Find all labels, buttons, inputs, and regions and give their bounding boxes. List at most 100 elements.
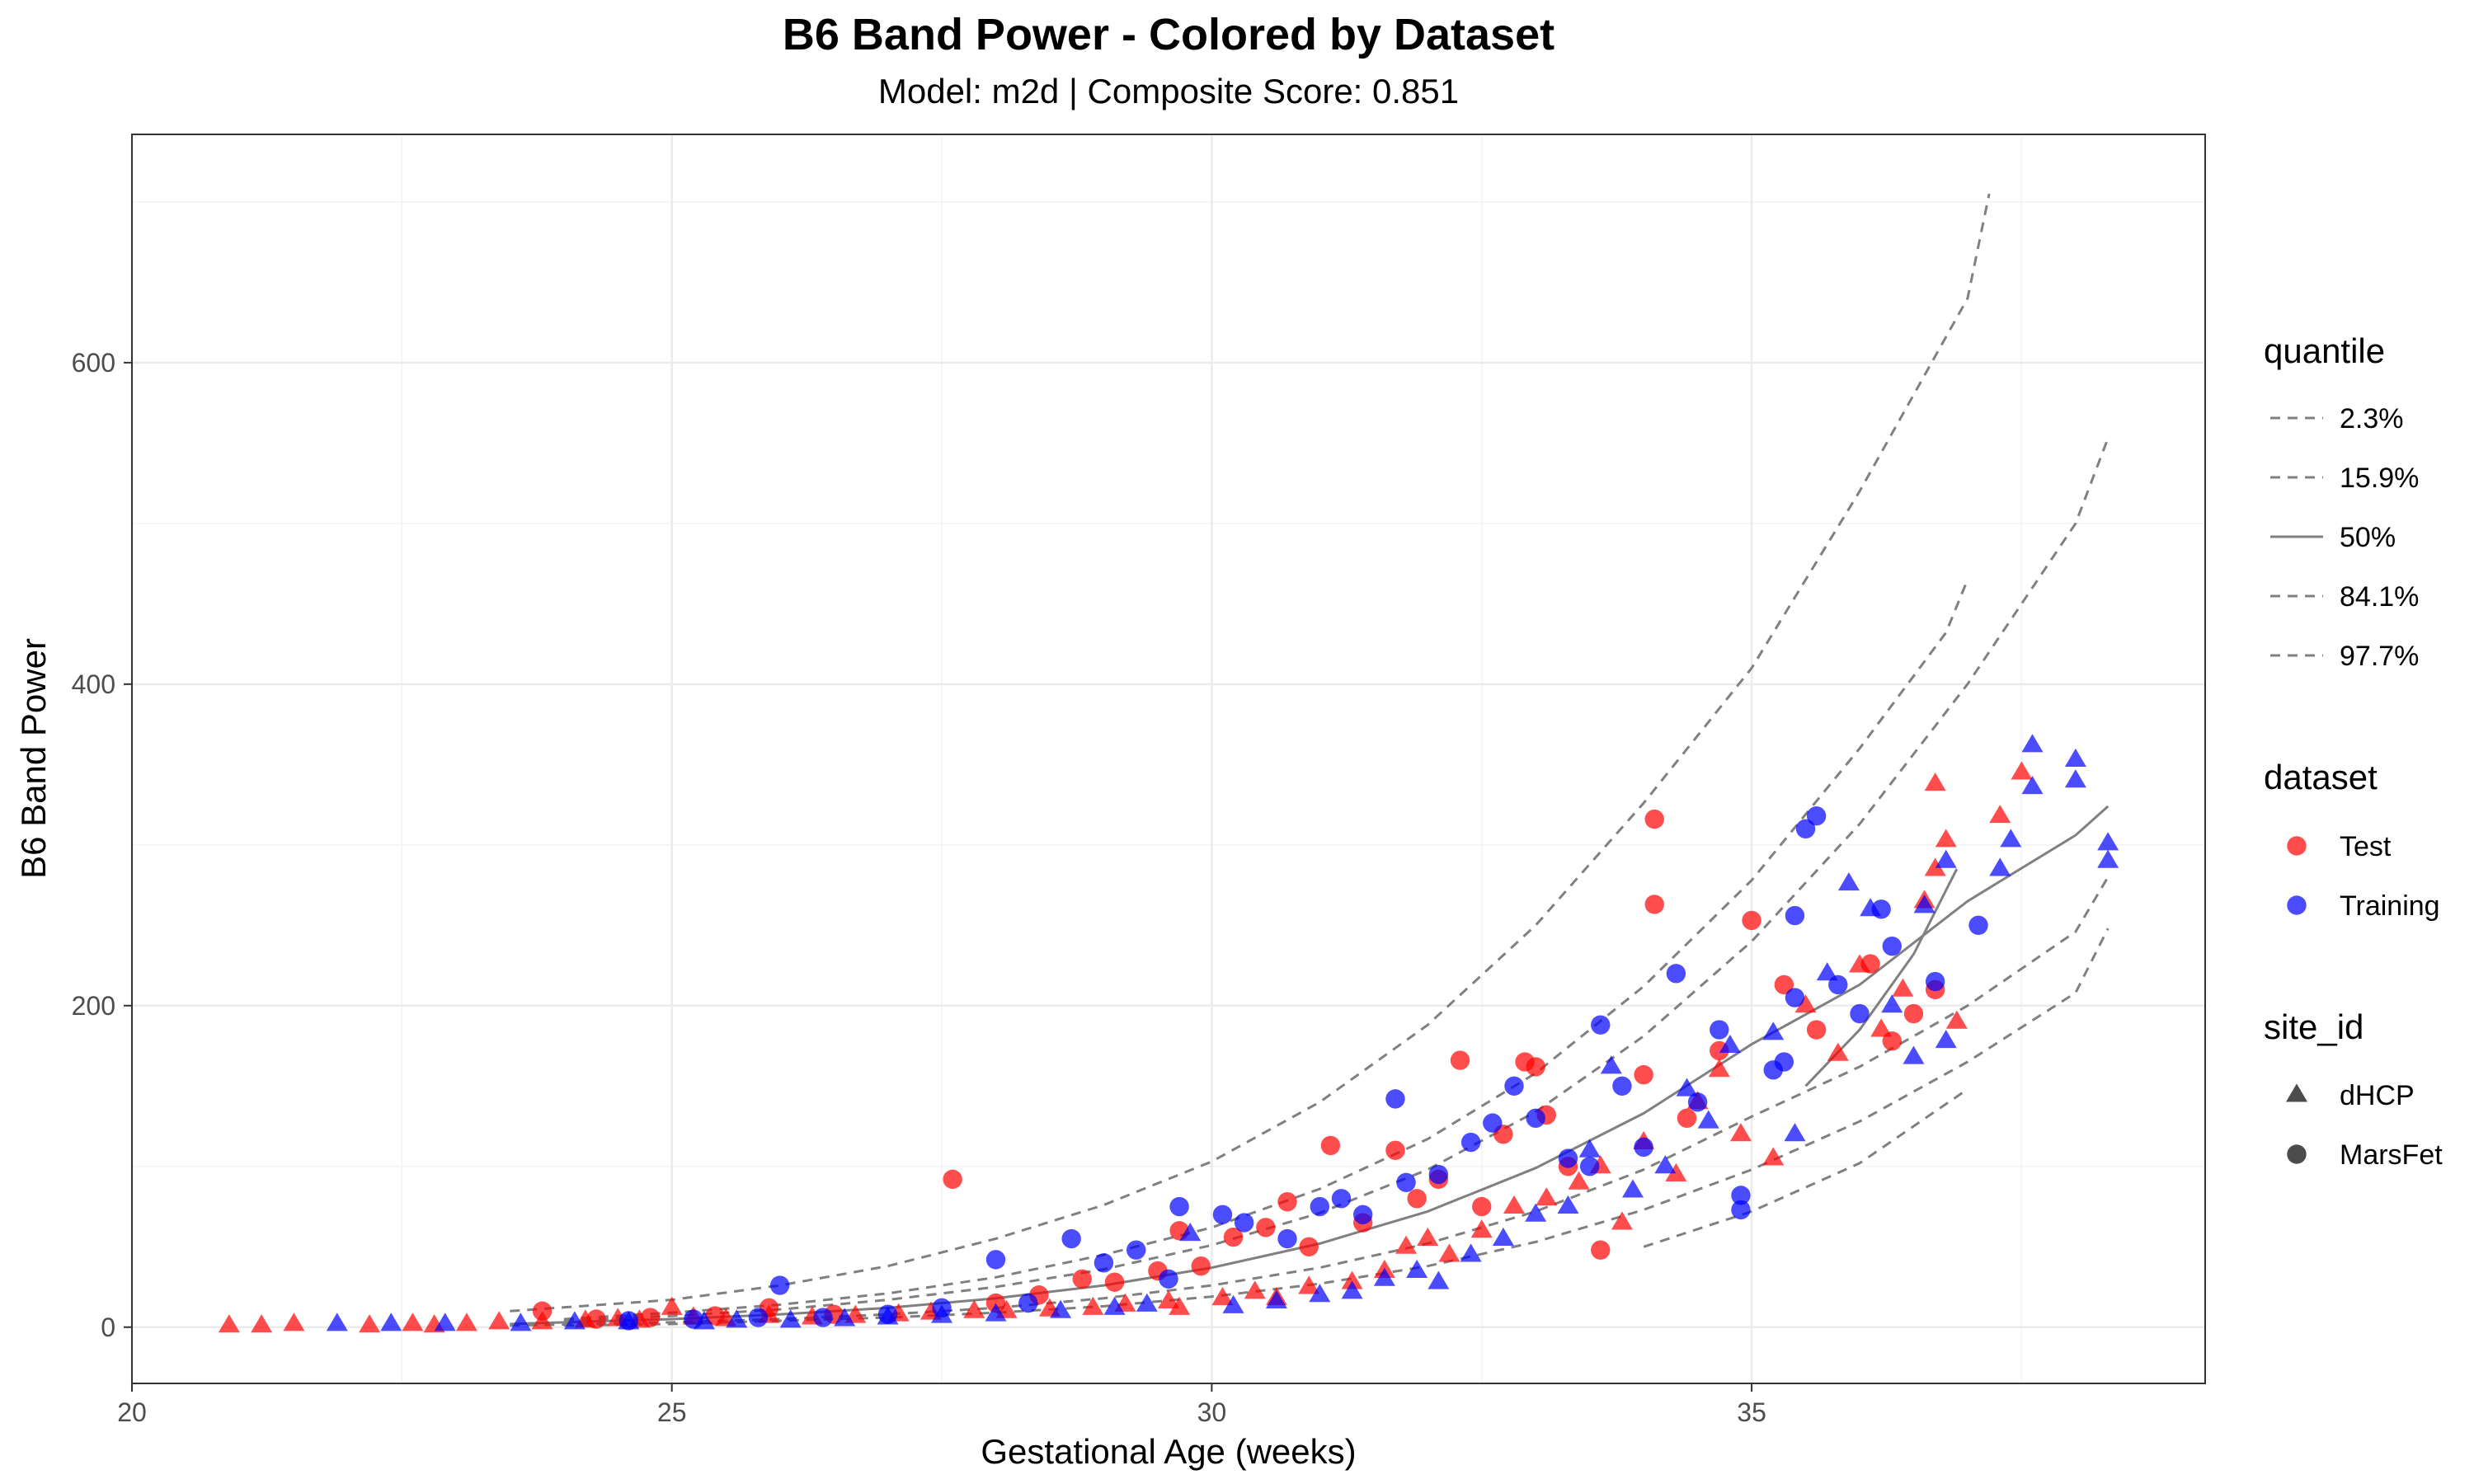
- x-axis-ticks: 20 25 30 35: [117, 1383, 1766, 1427]
- y-tick-label: 200: [72, 991, 115, 1021]
- data-point: [1309, 1284, 1331, 1303]
- series-test-marsfet: [532, 809, 1945, 1329]
- legend-label: 97.7%: [2340, 641, 2419, 672]
- data-point: [1708, 1059, 1730, 1078]
- data-point: [1427, 1270, 1450, 1289]
- data-point: [1871, 899, 1891, 919]
- data-point: [1460, 1132, 1481, 1153]
- legend-title-site: site_id: [2264, 1007, 2363, 1046]
- data-point: [1634, 1137, 1653, 1158]
- data-points: [218, 734, 2119, 1333]
- y-tick-label: 400: [72, 669, 115, 699]
- data-point: [1483, 1113, 1503, 1133]
- data-point: [1935, 849, 1957, 868]
- data-point: [283, 1313, 305, 1331]
- data-point: [380, 1313, 402, 1331]
- quantile-curve-15-9pct: [510, 876, 2109, 1327]
- legend-label: 50%: [2340, 522, 2396, 553]
- data-point: [1277, 1228, 1297, 1249]
- data-point: [1244, 1280, 1266, 1299]
- data-point: [1407, 1189, 1427, 1209]
- data-point: [1525, 1203, 1547, 1222]
- data-point: [1396, 1172, 1416, 1192]
- data-point: [1816, 962, 1838, 981]
- data-point: [1774, 1052, 1794, 1072]
- data-point: [1697, 1110, 1719, 1129]
- data-point: [2011, 761, 2033, 780]
- data-point: [1104, 1272, 1125, 1292]
- data-point: [1265, 1289, 1287, 1309]
- data-point: [1277, 1191, 1297, 1212]
- data-point: [1654, 1155, 1677, 1174]
- legend-label: 2.3%: [2340, 403, 2404, 434]
- legend-label: Training: [2340, 890, 2440, 922]
- data-point: [2097, 832, 2119, 851]
- data-point: [684, 1309, 703, 1329]
- data-point: [1103, 1296, 1126, 1315]
- plot-panel: [130, 134, 2206, 1384]
- data-point: [1591, 1015, 1611, 1035]
- data-point: [1018, 1293, 1038, 1313]
- data-point: [1212, 1205, 1233, 1224]
- data-point: [705, 1306, 725, 1326]
- data-point: [618, 1311, 639, 1331]
- legend-label: MarsFet: [2340, 1139, 2443, 1171]
- data-point: [1557, 1195, 1579, 1214]
- data-point: [1470, 1219, 1493, 1238]
- legend-title-dataset: dataset: [2264, 758, 2378, 796]
- data-point: [943, 1169, 962, 1190]
- data-point: [748, 1308, 769, 1327]
- data-point: [2021, 775, 2044, 795]
- x-axis-title: Gestational Age (weeks): [981, 1432, 1356, 1471]
- data-point: [1677, 1108, 1697, 1128]
- data-point: [1159, 1269, 1178, 1289]
- y-tick-label: 600: [72, 348, 115, 378]
- chart-title: B6 Band Power - Colored by Dataset: [783, 10, 1554, 59]
- data-point: [1731, 1186, 1751, 1205]
- data-point: [1179, 1223, 1202, 1242]
- data-point: [1784, 1123, 1806, 1142]
- data-point: [1526, 1057, 1545, 1077]
- data-point: [1785, 988, 1805, 1007]
- data-point: [834, 1308, 856, 1327]
- data-point: [1634, 1064, 1653, 1085]
- data-point: [488, 1311, 510, 1330]
- data-point: [2064, 769, 2086, 788]
- data-point: [1395, 1235, 1418, 1254]
- y-axis-ticks: 0 200 400 600: [72, 348, 132, 1342]
- series-test-dhcp: [218, 761, 2033, 1333]
- data-point: [1989, 805, 2011, 824]
- data-point: [1568, 1171, 1590, 1190]
- data-point: [1666, 964, 1686, 984]
- data-point: [1417, 1227, 1439, 1246]
- data-point: [1860, 954, 1880, 974]
- data-point: [1136, 1293, 1158, 1312]
- data-point: [1222, 1294, 1244, 1313]
- series-training-marsfet: [618, 806, 1988, 1331]
- data-point: [1676, 1078, 1698, 1097]
- data-point: [1310, 1196, 1330, 1217]
- data-point: [1945, 1010, 1968, 1029]
- data-point: [1298, 1275, 1320, 1294]
- data-point: [1892, 978, 1914, 997]
- data-point: [1050, 1299, 1072, 1318]
- plot-background: [132, 134, 2205, 1383]
- data-point: [1503, 1195, 1525, 1214]
- data-point: [251, 1314, 273, 1333]
- data-point: [402, 1313, 424, 1331]
- data-point: [1428, 1164, 1449, 1185]
- data-point: [1806, 806, 1827, 826]
- data-point: [1828, 974, 1848, 995]
- data-point: [1806, 1020, 1827, 1040]
- data-point: [985, 1250, 1006, 1270]
- data-point: [1882, 1031, 1902, 1051]
- data-point: [1881, 994, 1903, 1013]
- data-point: [510, 1313, 532, 1331]
- data-point: [1665, 1162, 1687, 1181]
- data-point: [1438, 1243, 1460, 1262]
- data-point: [434, 1313, 456, 1331]
- data-point: [1924, 773, 1946, 791]
- data-point: [877, 1304, 898, 1324]
- data-point: [1989, 857, 2011, 876]
- series-training-dhcp: [326, 734, 2119, 1331]
